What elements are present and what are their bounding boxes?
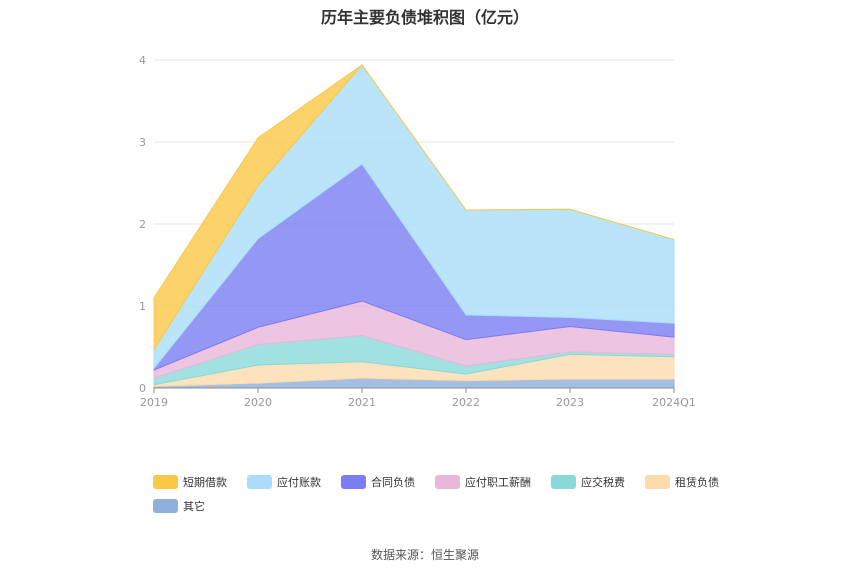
legend-swatch [435, 475, 460, 489]
axes: 0 1 2 3 4 2019 2020 2021 2022 2023 2024Q1 [139, 54, 696, 409]
legend-swatch [341, 475, 366, 489]
legend-label: 短期借款 [183, 476, 227, 489]
legend-item[interactable]: 短期借款 [153, 470, 227, 494]
x-tick-label: 2020 [244, 396, 272, 409]
legend-item[interactable]: 合同负债 [341, 470, 415, 494]
chart-title: 历年主要负债堆积图（亿元） [320, 8, 529, 27]
legend-swatch [645, 475, 670, 489]
legend-item[interactable]: 应交税费 [551, 470, 625, 494]
data-source-footer: 数据来源：恒生聚源 [370, 548, 479, 562]
legend-item[interactable]: 应付职工薪酬 [435, 470, 531, 494]
legend-label: 合同负债 [371, 476, 415, 489]
x-tick-label: 2024Q1 [652, 396, 696, 409]
x-tick-label: 2021 [348, 396, 376, 409]
legend-item[interactable]: 应付账款 [247, 470, 321, 494]
x-tick-label: 2022 [452, 396, 480, 409]
legend-swatch [551, 475, 576, 489]
legend-item[interactable]: 其它 [153, 494, 205, 518]
legend-label: 应付职工薪酬 [465, 476, 531, 489]
legend-label: 其它 [183, 500, 205, 513]
area-series [153, 64, 675, 389]
area-series-6[interactable] [153, 64, 675, 352]
y-tick-label: 4 [139, 54, 146, 67]
legend-swatch [247, 475, 272, 489]
legend-item[interactable]: 租赁负债 [645, 470, 719, 494]
x-tick-label: 2019 [140, 396, 168, 409]
legend-label: 租赁负债 [675, 476, 719, 489]
y-tick-label: 2 [139, 218, 146, 231]
legend: 短期借款 应付账款 合同负债 应付职工薪酬 应交税费 租赁负债其它 [153, 470, 753, 518]
y-tick-label: 0 [139, 382, 146, 395]
legend-label: 应付账款 [277, 476, 321, 489]
x-tick-label: 2023 [556, 396, 584, 409]
legend-label: 应交税费 [581, 476, 625, 489]
y-tick-label: 3 [139, 136, 146, 149]
legend-swatch [153, 475, 178, 489]
legend-swatch [153, 499, 178, 513]
y-tick-label: 1 [139, 300, 146, 313]
